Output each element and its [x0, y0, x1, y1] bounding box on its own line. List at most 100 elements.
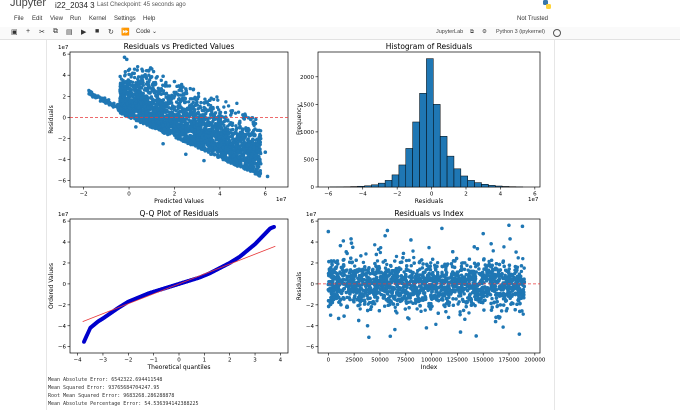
histogram-bar	[439, 136, 448, 188]
histogram-bar	[460, 175, 468, 188]
data-point	[210, 113, 215, 118]
menu-file[interactable]: File	[14, 16, 24, 22]
menu-view[interactable]: View	[50, 16, 63, 22]
data-point	[253, 138, 258, 142]
data-point	[245, 165, 249, 169]
notebook-name[interactable]: i22_2034 3	[55, 1, 95, 10]
data-point	[213, 146, 218, 150]
data-point	[139, 101, 143, 106]
data-point	[132, 67, 137, 71]
data-point	[247, 128, 251, 132]
data-point	[161, 106, 166, 110]
data-point	[200, 135, 204, 139]
save-icon[interactable]: ▣	[11, 29, 18, 36]
data-point	[189, 108, 193, 112]
data-point	[229, 128, 234, 132]
x-tick-label: 0	[430, 192, 434, 198]
data-point	[243, 156, 247, 161]
data-point	[228, 139, 232, 143]
data-point	[257, 172, 262, 176]
data-point	[200, 128, 204, 132]
histogram-bar	[405, 148, 413, 188]
menu-edit[interactable]: Edit	[32, 16, 43, 22]
data-point	[126, 95, 130, 100]
data-point	[225, 132, 230, 136]
gear-icon[interactable]: ⚙	[482, 29, 487, 35]
y-tick-label: −6	[306, 345, 315, 351]
y-tick-label: 0	[63, 282, 67, 288]
data-point	[164, 80, 168, 85]
histogram-bar	[384, 180, 393, 188]
data-point	[136, 77, 140, 81]
x-tick-label: −1	[150, 358, 158, 364]
data-point	[467, 311, 471, 315]
data-point	[146, 106, 150, 110]
data-point	[435, 261, 440, 265]
data-point	[226, 147, 231, 152]
restart-icon[interactable]: ↻	[108, 29, 114, 36]
x-scale-label: 1e7	[528, 197, 539, 203]
data-point	[166, 122, 170, 127]
data-point	[173, 120, 177, 124]
kernel-name[interactable]: Python 3 (ipykernel)	[496, 29, 545, 35]
data-point	[166, 127, 171, 131]
jupyter-logo[interactable]: Jupyter	[10, 0, 47, 9]
jupyterlab-link[interactable]: JupyterLab	[436, 29, 464, 35]
run-icon[interactable]: ▶	[81, 29, 87, 36]
data-point	[157, 111, 162, 116]
data-point	[263, 150, 268, 154]
data-point	[216, 98, 220, 102]
data-point	[143, 74, 148, 78]
data-point	[184, 87, 188, 91]
data-point	[255, 163, 259, 167]
data-point	[181, 139, 185, 143]
trusted-status[interactable]: Not Trusted	[517, 16, 549, 22]
data-point	[123, 74, 127, 78]
data-point	[430, 290, 434, 294]
data-point	[142, 119, 147, 123]
data-point	[183, 109, 188, 113]
histogram-bar	[446, 155, 455, 188]
fast-forward-icon[interactable]: ⏩	[121, 29, 130, 36]
menu-run[interactable]: Run	[70, 16, 82, 22]
menu-settings[interactable]: Settings	[114, 16, 136, 22]
cell-type-select[interactable]: Code ⌄	[136, 28, 157, 35]
data-point	[150, 88, 154, 93]
data-point	[440, 270, 444, 274]
histogram-bar	[391, 174, 400, 188]
data-point	[393, 305, 397, 309]
data-point	[161, 123, 165, 128]
y-tick-label: −4	[306, 324, 315, 330]
data-point	[156, 120, 161, 125]
y-scale-label: 1e7	[58, 212, 69, 218]
data-point	[129, 75, 133, 79]
data-point	[146, 69, 151, 73]
cut-icon[interactable]: ✂	[39, 29, 45, 36]
data-point	[521, 256, 525, 261]
data-point	[257, 148, 261, 152]
external-link-icon[interactable]: ⧉	[470, 29, 474, 35]
copy-icon[interactable]: ⧉	[53, 28, 58, 35]
data-point	[104, 98, 109, 103]
data-point	[155, 74, 159, 79]
data-point	[125, 102, 129, 106]
data-point	[246, 149, 251, 153]
data-point	[192, 134, 196, 138]
x-scale-label: 1e7	[276, 197, 287, 203]
data-point	[168, 131, 172, 136]
paste-icon[interactable]: ▤	[66, 29, 73, 36]
menu-help[interactable]: Help	[143, 16, 156, 22]
x-axis-label: Residuals	[415, 198, 443, 205]
data-point	[235, 164, 240, 168]
stop-icon[interactable]: ■	[95, 28, 100, 35]
histogram-bar	[495, 185, 503, 188]
data-point	[176, 124, 181, 129]
y-tick-label: 6	[311, 219, 315, 225]
data-point	[229, 161, 233, 165]
histogram-bar	[357, 185, 365, 188]
data-point	[88, 91, 93, 95]
add-icon[interactable]: +	[26, 28, 31, 35]
menu-kernel[interactable]: Kernel	[89, 16, 107, 22]
data-point	[468, 265, 473, 269]
